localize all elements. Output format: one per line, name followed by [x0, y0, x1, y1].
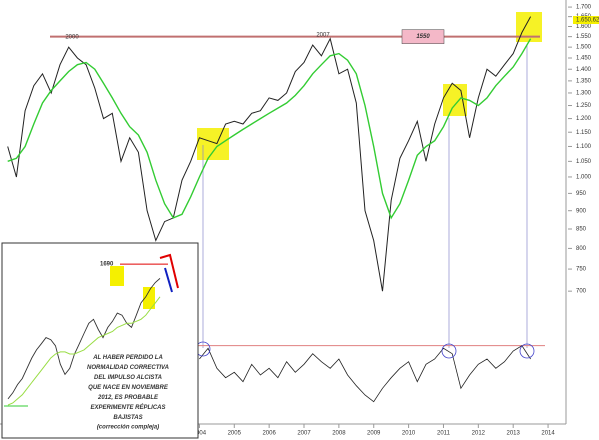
y-tick-label: 1.600: [576, 24, 592, 30]
y-tick-label: 1.450: [576, 56, 592, 62]
x-tick-label: 2005: [228, 431, 242, 437]
level-box: [401, 29, 445, 44]
series-line: [199, 345, 531, 403]
y-tick-label: 900: [576, 208, 587, 214]
red-arrow: [159, 253, 179, 289]
x-tick-label: 2012: [472, 431, 486, 437]
y-tick-label: 1.150: [576, 130, 592, 136]
x-tick-label: 2007: [297, 431, 311, 437]
highlight-box: [443, 84, 467, 116]
x-tick-label: 2013: [507, 431, 521, 437]
inset-text: AL HABER PERDIDO LA NORMALIDAD CORRECTIVA…: [87, 355, 169, 421]
highlight-box: [197, 128, 229, 160]
series-line: [7, 278, 161, 400]
price-label-bg: [573, 16, 599, 24]
x-tick-label: 2009: [367, 431, 381, 437]
y-tick-label: 800: [576, 246, 587, 252]
y-tick-label: 1.200: [576, 116, 592, 122]
inset-frame: [1, 242, 199, 439]
series-line: [7, 296, 161, 406]
x-tick-label: 2004: [193, 431, 207, 437]
y-tick-label: 1.700: [576, 5, 592, 11]
year-annotation: 2000: [65, 35, 79, 41]
target-label: 1690: [100, 262, 114, 268]
highlight-box: [110, 266, 124, 286]
series-line: [7, 16, 532, 292]
x-tick-label: 2006: [262, 431, 276, 437]
arrows: [202, 44, 528, 348]
y-tick-label: 750: [576, 267, 587, 273]
y-tick-label: 1.500: [576, 45, 592, 51]
y-tick-label: 1.250: [576, 103, 592, 109]
x-tick-label: 2010: [402, 431, 416, 437]
y-tick-label: 1.550: [576, 34, 592, 40]
x-tick-label: 2014: [541, 431, 555, 437]
y-tick-label: 1.000: [576, 175, 592, 181]
y-tick-label: 700: [576, 289, 587, 295]
x-tick-label: 2011: [437, 431, 451, 437]
inset: 1690 AL HABER PERDIDO LA NORMALIDAD CORREC…: [1, 242, 199, 439]
y-tick-label: 1.400: [576, 67, 592, 73]
level-label: 1550: [416, 34, 430, 40]
y-tick-label: 1.100: [576, 144, 592, 150]
price-label: 1.650,62: [576, 18, 599, 24]
series-line: [7, 38, 532, 220]
inset-note: (corrección compleja): [97, 425, 159, 431]
y-tick-label: 1.050: [576, 159, 592, 165]
y-tick-label: 1.350: [576, 78, 592, 84]
highlight-box: [143, 287, 155, 309]
blue-arrow: [164, 267, 173, 293]
year-annotation: 2007: [316, 33, 330, 39]
x-tick-label: 2008: [332, 431, 346, 437]
y-tick-label: 850: [576, 227, 587, 233]
y-tick-label: 950: [576, 191, 587, 197]
y-tick-label: 1.300: [576, 91, 592, 97]
